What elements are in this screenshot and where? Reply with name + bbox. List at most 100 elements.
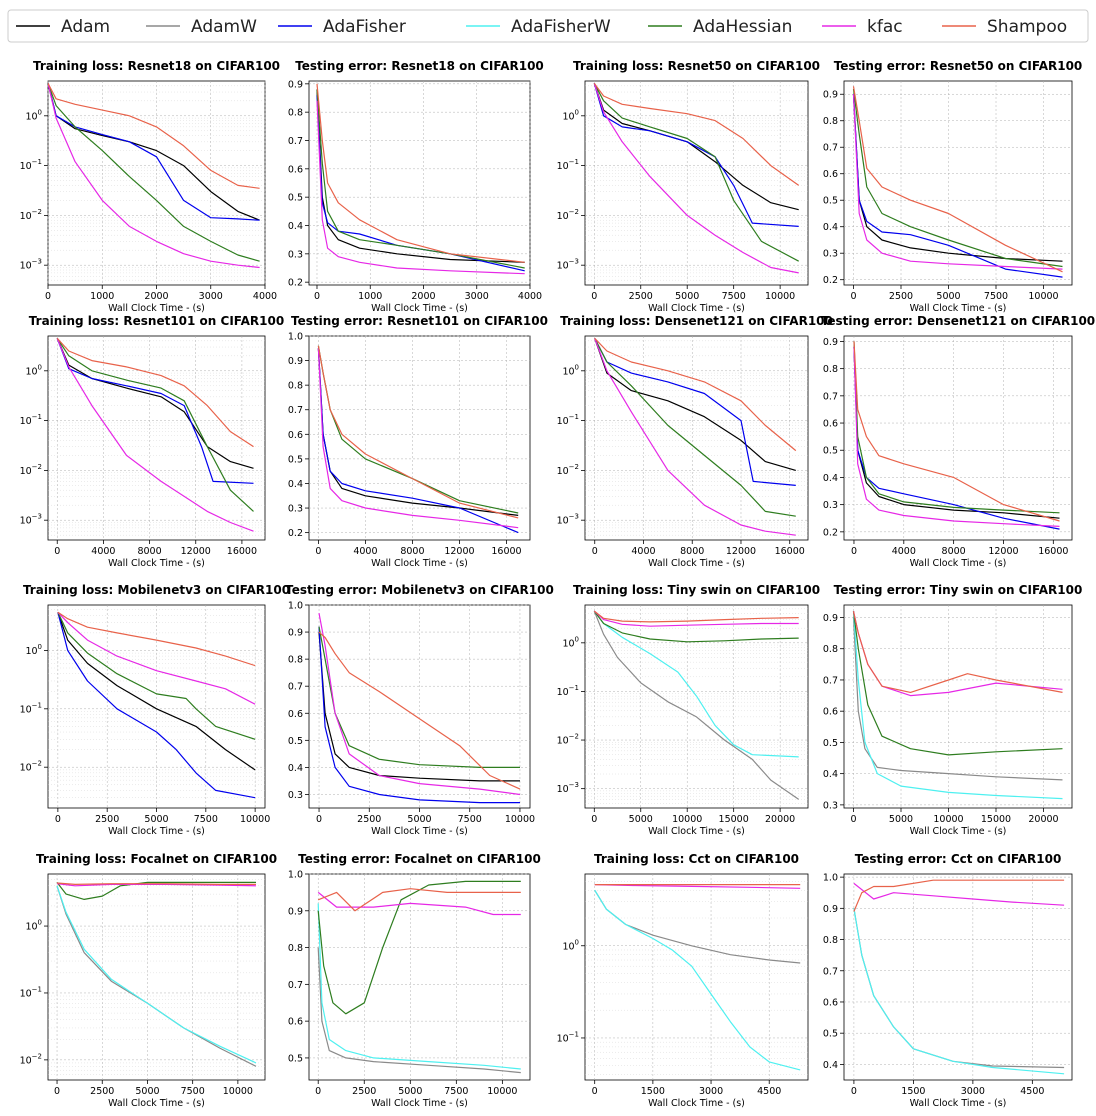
- legend-item-shampoo: Shampoo: [942, 17, 1067, 37]
- y-tick-label: 0.3: [823, 500, 838, 511]
- y-tick-label: 1.0: [288, 332, 303, 343]
- chart-title: Training loss: Mobilenetv3 on CIFAR100: [23, 583, 290, 597]
- series-line-kfac: [56, 338, 254, 532]
- x-tick-label: 8000: [137, 546, 161, 557]
- x-tick-label: 0: [592, 546, 598, 557]
- series-line-kfac: [852, 94, 1063, 270]
- y-tick-exponent: −1: [569, 413, 579, 421]
- x-tick-label: 3000: [199, 291, 223, 302]
- y-tick-exponent: −2: [569, 463, 579, 471]
- x-tick-label: 10000: [505, 814, 535, 825]
- y-tick-label: 0.9: [288, 628, 303, 639]
- x-tick-label: 10000: [765, 291, 795, 302]
- y-tick-label: 0.8: [823, 644, 838, 655]
- axes-frame: [584, 873, 809, 1081]
- y-tick-exponent: −1: [569, 158, 579, 166]
- axes-frame: [308, 873, 531, 1081]
- series-group: [594, 884, 801, 1071]
- series-line-shampoo: [318, 631, 521, 790]
- y-tick-label: 10−2: [20, 760, 42, 774]
- chart-title: Training loss: Resnet18 on CIFAR100: [33, 59, 280, 73]
- series-line-shampoo: [57, 611, 256, 667]
- x-tick-label: 0: [55, 814, 61, 825]
- x-tick-label: 0: [850, 291, 856, 302]
- series-group: [56, 337, 254, 532]
- series-group: [318, 612, 521, 804]
- y-tick-label: 100: [562, 635, 579, 649]
- series-line-shampoo: [48, 83, 260, 189]
- legend-label-adam: Adam: [61, 17, 110, 37]
- x-tick-label: 10000: [240, 814, 270, 825]
- x-tick-label: 0: [851, 1086, 857, 1097]
- x-tick-label: 4000: [631, 546, 655, 557]
- legend-label-adafisherw: AdaFisherW: [511, 17, 611, 37]
- series-line-kfac: [318, 612, 521, 796]
- y-tick-exponent: −3: [569, 781, 579, 789]
- y-tick-label: 0.7: [288, 682, 303, 693]
- x-axis-label: Wall Clock Time - (s): [108, 558, 205, 569]
- axes-frame: [843, 873, 1073, 1081]
- series-group: [317, 880, 521, 1074]
- y-tick-label: 0.7: [288, 405, 303, 416]
- series-line-adafisher: [317, 348, 519, 534]
- series-line-shampoo: [316, 83, 525, 263]
- y-tick-label: 0.7: [823, 143, 838, 154]
- series-group: [853, 341, 1060, 530]
- chart-title: Testing error: Resnet50 on CIFAR100: [834, 59, 1083, 73]
- y-tick-exponent: −1: [569, 1030, 579, 1038]
- y-tick-label: 0.9: [823, 613, 838, 624]
- legend-label-shampoo: Shampoo: [987, 17, 1067, 37]
- x-tick-label: 4000: [353, 546, 377, 557]
- y-tick-label: 0.3: [288, 504, 303, 515]
- x-tick-label: 12000: [988, 546, 1018, 557]
- x-tick-label: 8000: [400, 546, 424, 557]
- y-tick-exponent: −1: [32, 413, 42, 421]
- y-tick-label: 10−1: [557, 158, 579, 172]
- series-line-adahessian: [853, 341, 1060, 514]
- y-tick-exponent: −2: [32, 760, 42, 768]
- series-line-adam: [316, 89, 525, 263]
- series-line-adamw: [852, 617, 1063, 781]
- series-line-shampoo: [56, 882, 256, 885]
- axes-frame: [843, 80, 1073, 286]
- axes-frame: [584, 604, 809, 809]
- x-tick-label: 8000: [942, 546, 966, 557]
- series-line-adahessian: [57, 612, 256, 740]
- chart-title: Training loss: Resnet101 on CIFAR100: [29, 314, 284, 328]
- x-tick-label: 8000: [680, 546, 704, 557]
- series-group: [57, 611, 256, 799]
- x-tick-label: 2500: [90, 1086, 114, 1097]
- x-tick-label: 7500: [194, 814, 218, 825]
- y-tick-label: 1.0: [288, 870, 303, 881]
- y-tick-label: 0.2: [288, 528, 303, 539]
- series-group: [852, 86, 1063, 278]
- y-tick-label: 0.6: [288, 164, 303, 175]
- y-tick-label: 0.6: [823, 169, 838, 180]
- series-line-shampoo: [317, 345, 519, 519]
- x-tick-label: 5000: [629, 814, 653, 825]
- series-line-adafisherw: [852, 611, 1063, 800]
- x-tick-label: 1000: [90, 291, 114, 302]
- y-tick-label: 0.5: [823, 1029, 838, 1040]
- series-line-adafisherw: [593, 610, 799, 758]
- y-tick-exponent: −1: [32, 158, 42, 166]
- series-group: [852, 611, 1063, 800]
- y-tick-label: 0.9: [823, 90, 838, 101]
- y-tick-label: 1.0: [823, 873, 838, 884]
- series-line-adamw: [593, 610, 800, 800]
- x-axis-label: Wall Clock Time - (s): [108, 1098, 205, 1109]
- y-tick-label: 10−1: [20, 701, 42, 715]
- chart-title: Training loss: Resnet50 on CIFAR100: [573, 59, 820, 73]
- x-tick-label: 7500: [181, 1086, 205, 1097]
- x-tick-label: 10000: [223, 1086, 253, 1097]
- series-line-adafisher: [56, 338, 254, 484]
- x-axis-label: Wall Clock Time - (s): [648, 1098, 745, 1109]
- series-line-adam: [594, 338, 796, 471]
- chart-title: Testing error: Tiny swin on CIFAR100: [834, 583, 1083, 597]
- legend-frame: [7, 9, 1089, 43]
- panel-testing-error-mobilenetv3-on-cifar100: 0.3 0.4 0.5 0.6 0.7 0.8 0.9 1.0 0 2500 5000 7500 100…: [285, 583, 554, 837]
- series-line-kfac: [853, 346, 1060, 527]
- x-tick-label: 4000: [253, 291, 277, 302]
- series-group: [316, 83, 525, 275]
